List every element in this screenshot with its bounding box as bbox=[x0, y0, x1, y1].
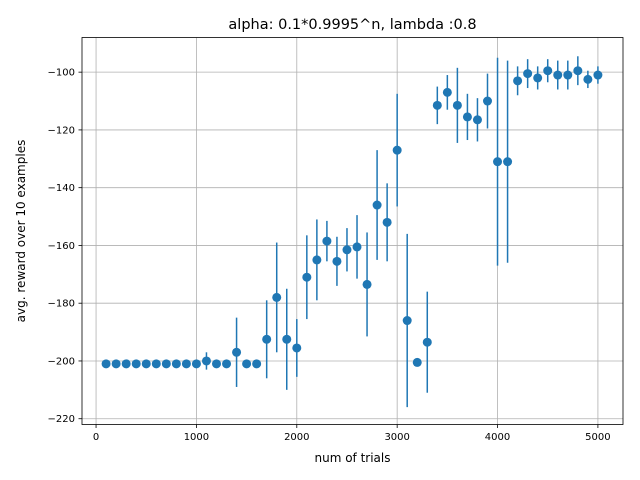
data-point bbox=[482, 96, 492, 106]
grid bbox=[82, 37, 623, 425]
data-point bbox=[412, 357, 422, 367]
data-point bbox=[422, 337, 432, 347]
y-tick-label: −220 bbox=[48, 414, 75, 425]
data-point bbox=[462, 112, 472, 122]
x-tick-label: 1000 bbox=[184, 432, 209, 443]
data-point bbox=[101, 359, 111, 369]
plot-area-frame bbox=[81, 37, 624, 425]
data-point bbox=[242, 359, 252, 369]
data-point bbox=[252, 359, 262, 369]
data-point bbox=[493, 157, 503, 167]
data-point bbox=[232, 347, 242, 357]
data-point bbox=[533, 73, 543, 83]
y-tick-label: −180 bbox=[48, 299, 75, 310]
data-point bbox=[171, 359, 181, 369]
data-point bbox=[272, 292, 282, 302]
data-point bbox=[452, 100, 462, 110]
y-tick-label: −120 bbox=[48, 125, 75, 136]
data-point bbox=[161, 359, 171, 369]
x-tick-label: 2000 bbox=[284, 432, 309, 443]
data-point bbox=[472, 115, 482, 125]
data-point bbox=[402, 316, 412, 326]
data-markers bbox=[101, 66, 603, 369]
x-tick-label: 4000 bbox=[485, 432, 510, 443]
data-point bbox=[262, 334, 272, 344]
data-point bbox=[121, 359, 131, 369]
data-point bbox=[553, 70, 563, 80]
data-point bbox=[151, 359, 161, 369]
data-point bbox=[352, 242, 362, 252]
data-point bbox=[392, 145, 402, 155]
data-point bbox=[292, 343, 302, 353]
data-point bbox=[201, 356, 211, 366]
data-point bbox=[322, 236, 332, 246]
data-point bbox=[332, 256, 342, 266]
data-point bbox=[191, 359, 201, 369]
y-tick-label: −100 bbox=[48, 68, 75, 79]
data-point bbox=[312, 255, 322, 265]
data-point bbox=[302, 272, 312, 282]
data-point bbox=[583, 74, 593, 84]
data-point bbox=[442, 87, 452, 97]
data-point bbox=[141, 359, 151, 369]
data-point bbox=[573, 66, 583, 76]
y-axis-label: avg. reward over 10 examples bbox=[14, 140, 28, 323]
y-tick-label: −200 bbox=[48, 356, 75, 367]
data-point bbox=[523, 69, 533, 79]
x-axis-ticks: 0 1000 2000 3000 4000 5000 bbox=[93, 424, 611, 443]
data-point bbox=[111, 359, 121, 369]
y-axis-ticks: −220 −200 −180 −160 −140 −120 −100 bbox=[48, 68, 82, 425]
x-tick-label: 3000 bbox=[384, 432, 409, 443]
x-tick-label: 0 bbox=[93, 432, 99, 443]
chart-title: alpha: 0.1*0.9995^n, lambda :0.8 bbox=[228, 17, 476, 33]
data-point bbox=[181, 359, 191, 369]
data-point bbox=[131, 359, 141, 369]
data-point bbox=[503, 157, 513, 167]
data-point bbox=[222, 359, 232, 369]
data-point bbox=[211, 359, 221, 369]
data-point bbox=[372, 200, 382, 210]
y-tick-label: −140 bbox=[48, 183, 75, 194]
data-point bbox=[513, 76, 523, 86]
data-point bbox=[342, 245, 352, 255]
data-point bbox=[282, 334, 292, 344]
data-point bbox=[563, 70, 573, 80]
data-point bbox=[432, 100, 442, 110]
data-point bbox=[382, 217, 392, 227]
x-axis-label: num of trials bbox=[314, 451, 390, 465]
x-tick-label: 5000 bbox=[585, 432, 610, 443]
y-tick-label: −160 bbox=[48, 241, 75, 252]
data-point bbox=[593, 70, 603, 80]
data-point bbox=[543, 66, 553, 76]
data-point bbox=[362, 279, 372, 289]
